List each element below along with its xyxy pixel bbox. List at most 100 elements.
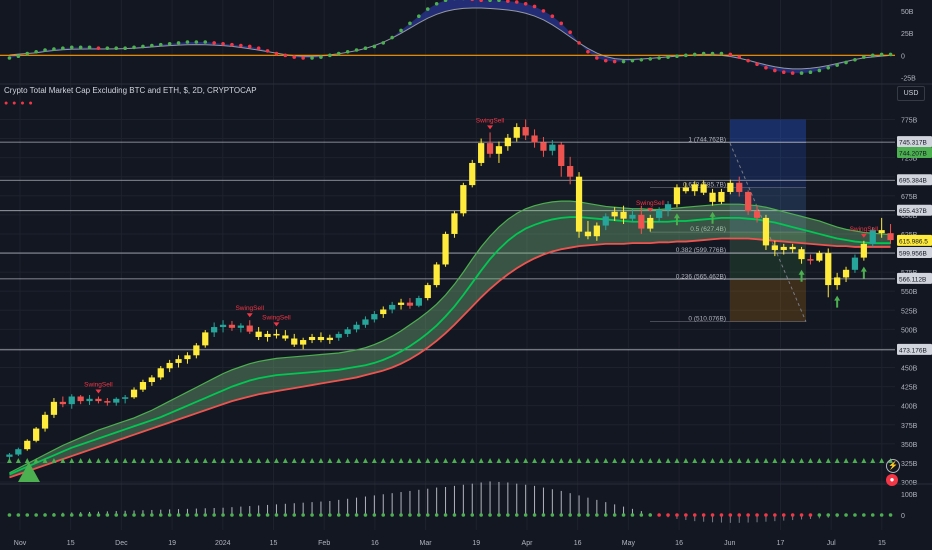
- volume-zero-dot: [541, 513, 546, 517]
- trend-triangle: [532, 458, 538, 463]
- candle-body: [869, 230, 876, 244]
- volume-zero-dot: [247, 513, 252, 517]
- candle-body: [842, 269, 850, 278]
- oscillator-dot: [755, 62, 759, 67]
- price-label: 599.956B: [899, 251, 927, 258]
- oscillator-dot: [87, 45, 92, 50]
- x-tick-label: Nov: [14, 540, 27, 547]
- trend-triangle: [754, 458, 760, 463]
- price-label: 655.437B: [899, 208, 927, 215]
- oscillator-dot: [630, 58, 635, 63]
- trend-triangle: [505, 458, 511, 463]
- candle-body: [584, 231, 592, 237]
- trend-triangle: [256, 458, 262, 463]
- candle-body: [638, 214, 645, 229]
- trend-triangle: [131, 458, 137, 463]
- trend-triangle: [149, 458, 155, 463]
- indicator-badge-icon[interactable]: ●: [886, 474, 898, 486]
- x-tick-label: Dec: [115, 540, 128, 547]
- oscillator-dot: [336, 51, 341, 56]
- oscillator-dot: [425, 7, 430, 11]
- oscillator-tick-label: 25B: [901, 31, 914, 38]
- volume-zero-dot: [203, 513, 208, 517]
- oscillator-dot: [167, 41, 172, 46]
- x-tick-label: 2024: [215, 540, 231, 547]
- volume-zero-dot: [230, 513, 234, 517]
- x-tick-label: May: [622, 540, 636, 547]
- price-label-box: [897, 234, 932, 246]
- candle-body: [264, 333, 271, 337]
- oscillator-dot: [817, 68, 822, 73]
- candle-body: [575, 176, 583, 232]
- volume-zero-dot: [550, 513, 555, 517]
- oscillator-dot: [345, 49, 350, 54]
- candle-body: [308, 336, 316, 341]
- swing-sell-label: SwingSell: [476, 117, 505, 124]
- trend-triangle: [487, 458, 493, 463]
- oscillator-dot: [25, 51, 30, 56]
- oscillator-dot: [621, 59, 626, 64]
- trend-triangle: [727, 458, 733, 463]
- trend-triangle: [478, 458, 484, 463]
- currency-button[interactable]: USD: [897, 86, 925, 101]
- volume-tick-label: 100B: [901, 492, 918, 499]
- volume-zero-dot: [105, 513, 110, 517]
- y-tick-label: 650B: [901, 213, 918, 220]
- volume-zero-dot: [212, 513, 216, 517]
- volume-zero-dot: [78, 513, 83, 517]
- candle-body: [380, 309, 387, 315]
- oscillator-dot: [550, 14, 555, 19]
- volume-zero-dot: [292, 513, 297, 517]
- price-label: 615.986.5: [899, 238, 928, 245]
- volume-zero-dot: [497, 513, 501, 517]
- candle-body: [406, 302, 414, 306]
- oscillator-dot: [612, 59, 617, 64]
- oscillator-dot: [203, 40, 208, 44]
- volume-zero-dot: [221, 513, 225, 517]
- volume-zero-dot: [826, 513, 831, 517]
- oscillator-dot: [844, 60, 848, 65]
- volume-zero-dot: [274, 513, 279, 517]
- volume-zero-dot: [799, 513, 804, 517]
- oscillator-dot: [506, 0, 510, 3]
- x-tick-label: 17: [777, 540, 785, 547]
- candle-body: [193, 345, 200, 356]
- swing-sell-marker: [487, 125, 494, 130]
- x-tick-label: Mar: [420, 540, 433, 547]
- candle-body: [807, 259, 814, 261]
- trend-triangle: [807, 458, 813, 463]
- y-tick-label: 450B: [901, 366, 918, 373]
- candle-body: [736, 182, 743, 192]
- candle-body: [335, 333, 342, 338]
- trend-triangle: [362, 458, 368, 463]
- candle-body: [700, 184, 707, 193]
- fib-level-label: 0 (510.076B): [688, 316, 726, 323]
- oscillator-dot: [568, 30, 572, 35]
- oscillator-dot: [274, 51, 279, 56]
- trend-triangle: [736, 458, 742, 463]
- trend-triangle: [380, 458, 386, 463]
- trend-triangle: [158, 458, 164, 463]
- trend-triangle: [825, 458, 831, 463]
- trend-triangle: [861, 458, 867, 463]
- x-tick-label: 16: [574, 540, 582, 547]
- candle-body: [24, 440, 31, 450]
- oscillator-dot: [488, 0, 492, 3]
- price-label-box: [897, 204, 932, 216]
- flash-icon[interactable]: ⚡: [886, 459, 900, 473]
- candle-body: [228, 324, 236, 328]
- trend-triangle: [567, 458, 573, 463]
- volume-zero-dot: [719, 513, 724, 517]
- candle-body: [860, 243, 867, 258]
- fib-zone-top: [730, 119, 806, 143]
- oscillator-dot: [158, 42, 163, 47]
- buy-arrow-marker: [709, 211, 716, 224]
- volume-zero-dot: [301, 513, 305, 517]
- candle-body: [673, 187, 681, 205]
- oscillator-dot: [7, 56, 12, 60]
- candle-body: [255, 331, 262, 337]
- candle-body: [130, 389, 138, 398]
- volume-zero-dot: [470, 513, 475, 517]
- volume-zero-dot: [123, 513, 127, 517]
